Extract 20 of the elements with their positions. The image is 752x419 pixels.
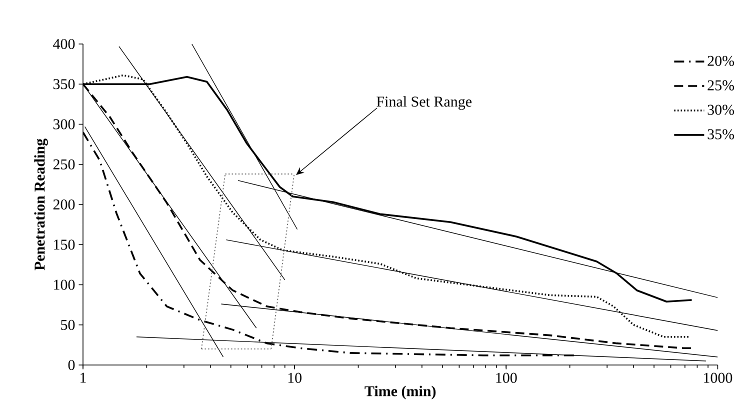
legend-label: 20% xyxy=(708,56,734,66)
y-tick-label: 0 xyxy=(68,360,75,370)
y-tick-label: 150 xyxy=(54,240,75,250)
x-tick-label: 10 xyxy=(288,372,302,383)
y-tick-label: 200 xyxy=(53,199,75,210)
y-tick-label: 250 xyxy=(53,159,75,170)
x-tick-label: 1000 xyxy=(704,372,732,383)
x-tick-label: 100 xyxy=(496,372,517,383)
y-tick-label: 300 xyxy=(53,119,75,130)
y-axis-title: Penetration Reading xyxy=(34,138,48,270)
legend-label: 35% xyxy=(708,129,734,140)
y-tick-label: 100 xyxy=(54,280,75,290)
x-axis-title: Time (min) xyxy=(364,386,436,400)
y-tick-label: 400 xyxy=(53,38,75,50)
legend-label: 25% xyxy=(708,80,734,90)
legend-label: 30% xyxy=(708,104,734,115)
annotation: Final Set Range xyxy=(376,96,472,110)
y-tick-label: 50 xyxy=(61,320,75,330)
x-tick-label: 1 xyxy=(80,372,86,383)
y-tick-label: 350 xyxy=(53,79,75,90)
